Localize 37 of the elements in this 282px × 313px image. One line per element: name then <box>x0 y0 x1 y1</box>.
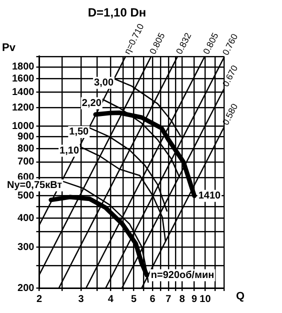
x-tick-label: 2 <box>36 294 42 305</box>
series-label: 3,00 <box>94 78 114 89</box>
x-tick-label: 10 <box>200 294 212 305</box>
y-tick-label: 400 <box>18 213 35 224</box>
y-tick-label: 700 <box>18 156 35 168</box>
series-label: 2,20 <box>82 98 102 110</box>
series-label: Ny=0,75кВт <box>7 180 62 192</box>
y-tick-label: 500 <box>18 190 35 202</box>
y-tick-label: 800 <box>18 143 35 154</box>
text: 0.760 <box>220 32 240 57</box>
text: 0.670 <box>220 64 240 88</box>
text: 0.580 <box>220 102 240 127</box>
text: 0.805 <box>201 31 220 56</box>
annotation: 1410 <box>198 190 222 202</box>
y-tick-label: 1400 <box>12 87 35 98</box>
series-label: 1,50 <box>69 126 90 138</box>
x-tick-label: 8 <box>179 294 186 305</box>
text: 0.805 <box>148 31 167 56</box>
chart-title: D=1,10 Dн <box>88 6 146 20</box>
text: 0.832 <box>174 31 194 56</box>
y-axis-title: Pv <box>2 42 16 54</box>
x-axis-title: Q <box>236 290 245 303</box>
y-tick-label: 1000 <box>12 120 35 132</box>
x-tick-label: 7 <box>166 294 172 305</box>
series-label: 1,10 <box>60 145 80 156</box>
y-tick-label: 900 <box>18 131 35 142</box>
y-tick-label: 1800 <box>12 62 35 73</box>
y-tick-label: 200 <box>18 282 35 294</box>
y-tick-label: 1200 <box>12 102 35 114</box>
annotation: n=920об/мин <box>150 270 214 282</box>
y-tick-label: 300 <box>18 242 35 253</box>
y-tick-label: 1600 <box>12 74 35 85</box>
x-tick-label: 9 <box>192 294 198 305</box>
x-tick-label: 6 <box>150 294 156 305</box>
x-tick-label: 5 <box>130 294 137 305</box>
x-tick-label: 4 <box>108 294 114 305</box>
x-tick-label: 3 <box>78 294 84 305</box>
